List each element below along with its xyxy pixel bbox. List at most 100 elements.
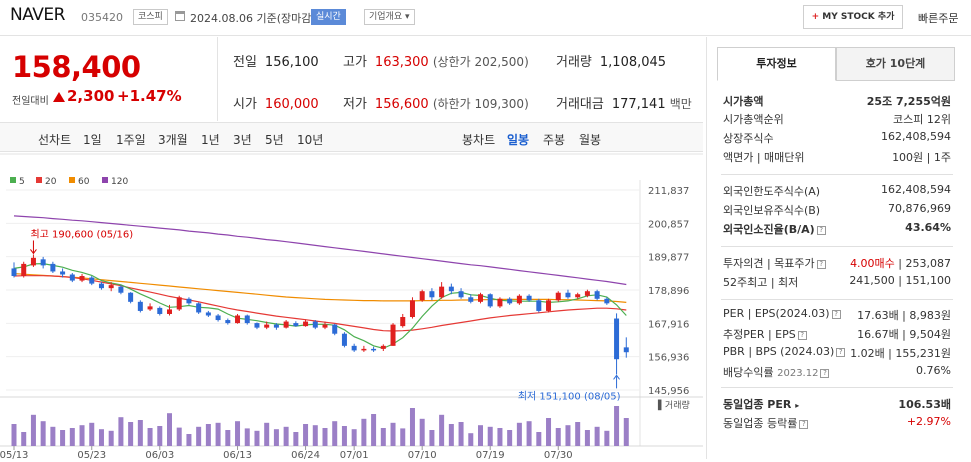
tab-investment-info[interactable]: 투자정보 (717, 47, 836, 81)
volume-bar (225, 430, 231, 446)
candle-body (293, 323, 299, 327)
volume-bar (79, 425, 85, 446)
candle-body (303, 321, 309, 327)
candle-body (361, 348, 367, 351)
candle-body (458, 291, 464, 298)
add-my-stock-button[interactable]: + MY STOCK 추가 (803, 5, 903, 29)
candle-body (419, 291, 425, 301)
volume-bar (167, 413, 172, 446)
candle-body (429, 291, 435, 298)
help-icon[interactable]: ? (799, 420, 809, 429)
volume-bar (89, 422, 95, 446)
period-5y[interactable]: 5년 (265, 133, 284, 147)
legend-label: 20 (45, 177, 57, 187)
volume-bar (244, 428, 250, 446)
candle-body (594, 291, 600, 299)
volume-bar (448, 424, 454, 446)
period-1y[interactable]: 1년 (201, 133, 220, 147)
info-opinion: 투자의견 | 목표주가? 4.00매수 | 253,087 (723, 257, 951, 270)
candle-weekly[interactable]: 주봉 (543, 133, 566, 147)
candle-body (89, 277, 95, 284)
low-annotation: 최저 151,100 (08/05) (518, 390, 621, 402)
volume-bar (176, 427, 182, 446)
help-icon[interactable]: ? (816, 260, 826, 269)
high-arrow-head (30, 249, 37, 255)
candle-body (137, 301, 143, 311)
help-icon[interactable]: ? (836, 348, 846, 357)
period-3m[interactable]: 3개월 (158, 133, 188, 147)
divider (721, 246, 953, 247)
volume-bar (235, 421, 241, 446)
volume-bar (371, 414, 377, 446)
volume-bar (361, 418, 367, 446)
line-chart-label[interactable]: 선차트 (38, 133, 72, 147)
legend-label: 5 (19, 177, 25, 187)
candle-body (205, 312, 211, 316)
help-icon[interactable]: ? (831, 310, 841, 319)
candle-chart-label[interactable]: 봉차트 (462, 133, 496, 147)
candle-body (273, 324, 279, 328)
y-tick-label: 189,877 (648, 253, 689, 264)
help-icon[interactable]: ? (816, 226, 826, 235)
stat-high: 고가 163,300 (상한가 202,500) (343, 55, 529, 70)
candle-body (215, 315, 221, 321)
candle-body (118, 286, 124, 293)
x-tick-label: 07/10 (408, 450, 437, 459)
legend-swatch (10, 177, 16, 183)
candlestick-chart-svg[interactable]: 211,837 200,857 189,877 178,896 167,916 156,9… (0, 153, 703, 461)
volume-bar (137, 420, 143, 446)
stock-code: 035420 (81, 11, 123, 24)
volume-bar (196, 426, 202, 446)
candle-body (167, 309, 172, 314)
volume-bar (594, 426, 600, 446)
volume-bar (536, 432, 542, 446)
volume-bar (128, 422, 134, 446)
volume-bar (186, 434, 192, 446)
x-tick-label: 06/03 (145, 450, 174, 459)
volume-bar (303, 424, 309, 446)
period-1w[interactable]: 1주일 (116, 133, 146, 147)
x-tick-label: 06/24 (291, 450, 320, 459)
stat-open: 시가 160,000 (233, 97, 319, 112)
divider (721, 299, 953, 300)
period-3y[interactable]: 3년 (233, 133, 252, 147)
high-annotation: 최고 190,600 (05/16) (30, 228, 133, 240)
help-icon[interactable]: ? (820, 369, 830, 378)
volume-bar (273, 429, 279, 446)
candle-body (312, 321, 318, 328)
candle-body (254, 323, 260, 328)
volume-bar (409, 408, 415, 446)
volume-bar (205, 424, 211, 446)
candle-body (128, 292, 134, 302)
realtime-button[interactable]: 실시간 (311, 9, 346, 25)
period-1d[interactable]: 1일 (83, 133, 102, 147)
info-est-per: 추정PER | EPS? 16.67배 | 9,504원 (723, 328, 951, 341)
company-overview-dropdown[interactable]: 기업개요 ▾ (364, 9, 415, 25)
candle-monthly[interactable]: 월봉 (579, 133, 602, 147)
volume-bar (40, 421, 46, 446)
volume-bar (11, 424, 17, 446)
candle-daily[interactable]: 일봉 (507, 133, 530, 147)
candle-body (264, 324, 270, 328)
info-52w: 52주최고 | 최저 241,500 | 151,100 (723, 274, 951, 289)
investment-info-panel: 투자정보 호가 10단계 시가총액 25조 7,255억원 시가총액순위 코스피 1… (706, 37, 971, 459)
candle-body (50, 263, 56, 272)
volume-bar (332, 421, 338, 446)
candle-body (546, 300, 552, 311)
volume-bar (458, 422, 464, 446)
x-tick-label: 07/01 (340, 450, 369, 459)
candle-body (244, 315, 250, 324)
volume-bar (215, 422, 221, 446)
info-per: PER | EPS(2024.03)? 17.63배 | 8,983원 (723, 307, 951, 322)
help-icon[interactable]: ? (797, 331, 807, 340)
period-10y[interactable]: 10년 (297, 133, 324, 147)
candle-body (283, 321, 289, 328)
info-market-cap: 시가총액 25조 7,255억원 (723, 95, 951, 108)
stock-chart[interactable]: 211,837 200,857 189,877 178,896 167,916 156,9… (0, 153, 703, 461)
plus-icon: + (811, 12, 820, 22)
candle-body (507, 298, 513, 304)
candle-body (487, 294, 493, 307)
quick-order-link[interactable]: 빠른주문 (918, 12, 959, 25)
tab-order-book[interactable]: 호가 10단계 (836, 47, 955, 81)
volume-bar (555, 428, 561, 446)
